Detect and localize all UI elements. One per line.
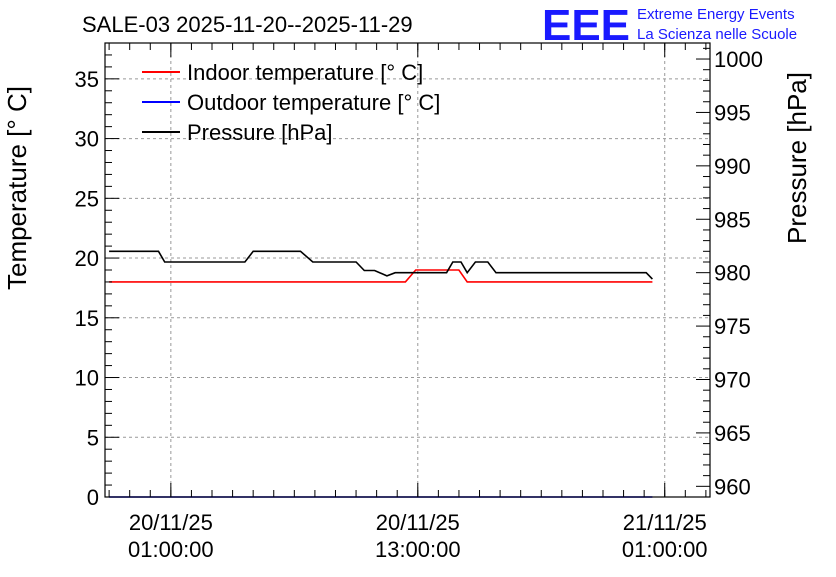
x-tick-label-time-0: 01:00:00 [128, 537, 214, 562]
logo-mark: EEE [542, 1, 630, 50]
y-right-tick-label: 990 [714, 154, 751, 179]
x-tick-label-date-0: 20/11/25 [129, 510, 213, 535]
chart-title: SALE-03 2025-11-20--2025-11-29 [82, 12, 413, 37]
y-right-tick-label: 970 [714, 367, 751, 392]
y-left-tick-label: 30 [75, 127, 99, 152]
logo-line-1: Extreme Energy Events [637, 6, 795, 23]
y-left-axis-label: Temperature [° C] [2, 86, 32, 290]
y-right-tick-label: 975 [714, 314, 751, 339]
series-line-indoor-temperature-c [109, 269, 653, 283]
grid-layer [105, 43, 710, 497]
series-layer [109, 250, 653, 498]
y-left-tick-label: 10 [75, 366, 99, 391]
legend-label-indoor: Indoor temperature [° C] [187, 60, 423, 85]
y-right-tick-label: 960 [714, 474, 751, 499]
x-tick-label-date-2: 21/11/25 [623, 510, 707, 535]
y-right-tick-label: 965 [714, 421, 751, 446]
y-right-tick-label: 1000 [714, 47, 763, 72]
y-right-axis-label: Pressure [hPa] [782, 72, 812, 244]
y-left-tick-label: 35 [75, 67, 99, 92]
legend: Indoor temperature [° C] Outdoor tempera… [142, 60, 440, 145]
logo-line-2: La Scienza nelle Scuole [637, 26, 797, 43]
y-left-tick-label: 5 [87, 425, 99, 450]
y-right-tick-label: 995 [714, 100, 751, 125]
legend-label-outdoor: Outdoor temperature [° C] [187, 90, 440, 115]
x-tick-label-date-1: 20/11/25 [376, 510, 460, 535]
y-left-tick-label: 25 [75, 186, 99, 211]
legend-label-pressure: Pressure [hPa] [187, 120, 333, 145]
eee-logo: EEE Extreme Energy Events La Scienza nel… [542, 1, 797, 50]
x-tick-label-time-2: 01:00:00 [622, 537, 708, 562]
axis-layer: 20/11/2501:00:0020/11/2513:00:0021/11/25… [75, 42, 763, 562]
x-tick-label-time-1: 13:00:00 [375, 537, 461, 562]
y-left-tick-label: 20 [75, 246, 99, 271]
y-left-tick-label: 15 [75, 306, 99, 331]
series-line-pressure-hpa [109, 250, 653, 280]
y-right-tick-label: 980 [714, 261, 751, 286]
y-left-tick-label: 0 [87, 485, 99, 510]
y-right-tick-label: 985 [714, 207, 751, 232]
